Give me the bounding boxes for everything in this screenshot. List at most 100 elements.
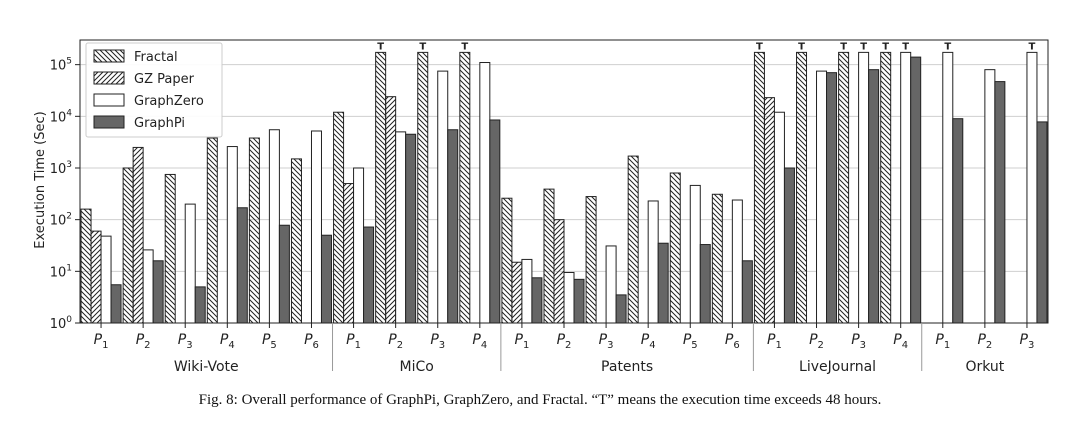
legend-swatch [93, 71, 125, 85]
x-tick-label: P2 [809, 332, 824, 351]
x-axis: P1 P2 P3 P4 P5 P6 Wiki-Vote P1 P2 P3 P4 MiCo P1 P2 P3 P… [94, 323, 1035, 375]
bar-graphpi [783, 167, 795, 324]
legend-swatch [93, 49, 125, 63]
bar-graphzero [984, 69, 996, 324]
bar-graphzero [942, 51, 954, 324]
y-tick-label: 105 [50, 57, 72, 74]
x-tick-label: P2 [388, 332, 403, 351]
bar-graphpi [573, 278, 585, 324]
bar-fractal [80, 208, 92, 324]
bar-graphpi [657, 242, 669, 324]
bar-fractal [711, 193, 723, 324]
timeout-marker: T [902, 41, 909, 52]
y-tick-label: 104 [50, 108, 73, 125]
bar-fractal [880, 51, 892, 324]
bar-graphpi [320, 234, 332, 324]
x-tick-label: P3 [430, 332, 445, 351]
legend-label: GraphZero [134, 94, 204, 109]
bar-graphzero [1026, 51, 1038, 324]
bar-fractal [333, 111, 345, 324]
figure-caption: Fig. 8: Overall performance of GraphPi, … [198, 392, 882, 408]
x-tick-label: P1 [935, 332, 950, 351]
x-tick-label: P6 [304, 332, 319, 351]
bar-graphzero [184, 203, 196, 324]
bar-graphzero [479, 62, 491, 324]
bar-fractal [417, 51, 429, 324]
bar-fractal [627, 155, 639, 324]
bar-graphpi [363, 226, 375, 324]
x-tick-label: P3 [1020, 332, 1035, 351]
timeout-marker: T [756, 41, 763, 52]
y-tick-label: 102 [50, 212, 72, 229]
bar-graphzero [437, 70, 449, 324]
legend-label: GZ Paper [134, 72, 195, 87]
x-tick-label: P3 [178, 332, 193, 351]
bar-fractal [206, 137, 218, 324]
bar-graphzero [900, 51, 912, 324]
x-tick-label: P2 [977, 332, 992, 351]
bar-graphzero [858, 51, 870, 324]
y-tick-label: 101 [50, 263, 72, 280]
bar-fractal [501, 197, 513, 324]
x-tick-label: P4 [893, 332, 908, 351]
bar-graphzero [353, 167, 365, 324]
timeout-marker: T [798, 41, 805, 52]
x-tick-label: P5 [683, 332, 698, 351]
bar-graphpi [152, 260, 164, 324]
bar-gz-paper [553, 219, 565, 324]
bar-graphzero [563, 271, 575, 324]
x-tick-label: P4 [641, 332, 656, 351]
bar-graphzero [773, 111, 785, 324]
y-axis-label: Execution Time (Sec) [33, 111, 48, 248]
bar-graphpi [699, 244, 711, 324]
y-axis: 100 101 102 103 104 105 [50, 57, 80, 332]
timeout-marker: T [860, 41, 867, 52]
x-tick-label: P3 [599, 332, 614, 351]
x-tick-label: P4 [220, 332, 235, 351]
legend: Fractal GZ Paper GraphZero GraphPi [85, 42, 223, 138]
bar-fractal [164, 173, 176, 324]
bar-fractal [543, 188, 555, 324]
group-label: Wiki-Vote [174, 359, 239, 375]
bar-graphpi [194, 286, 206, 324]
bar-fractal [753, 51, 765, 324]
bar-fractal [796, 51, 808, 324]
bar-graphpi [531, 277, 543, 324]
bar-gz-paper [763, 97, 775, 324]
x-tick-label: P1 [346, 332, 361, 351]
group-label: LiveJournal [799, 359, 876, 375]
group-label: MiCo [400, 359, 434, 375]
bar-graphpi [910, 56, 922, 324]
bar-graphpi [236, 207, 248, 324]
bar-graphpi [1036, 121, 1048, 324]
bar-graphpi [447, 129, 459, 324]
legend-label: Fractal [134, 50, 178, 65]
group-label: Orkut [965, 359, 1004, 375]
bar-fractal [122, 167, 134, 324]
x-tick-label: P2 [136, 332, 151, 351]
bar-fractal [248, 137, 260, 324]
bar-graphpi [278, 224, 290, 324]
bar-graphpi [615, 294, 627, 324]
bar-gz-paper [385, 96, 397, 324]
bar-fractal [838, 51, 850, 324]
bar-graphpi [868, 69, 880, 324]
legend-box [85, 42, 223, 138]
timeout-marker: T [461, 41, 468, 52]
bar-gz-paper [511, 261, 523, 324]
timeout-marker: T [419, 41, 426, 52]
bar-graphzero [647, 200, 659, 324]
x-tick-label: P5 [262, 332, 277, 351]
timeout-marker: T [377, 41, 384, 52]
legend-swatch [93, 115, 125, 129]
bar-graphzero [689, 184, 701, 324]
bar-graphzero [142, 249, 154, 324]
y-tick-label: 100 [50, 315, 73, 332]
bar-graphpi [489, 119, 501, 324]
bar-graphzero [100, 235, 112, 324]
bar-graphzero [731, 199, 743, 324]
group-label: Patents [601, 359, 653, 375]
bar-gz-paper [90, 230, 102, 324]
bar-graphpi [952, 118, 964, 324]
